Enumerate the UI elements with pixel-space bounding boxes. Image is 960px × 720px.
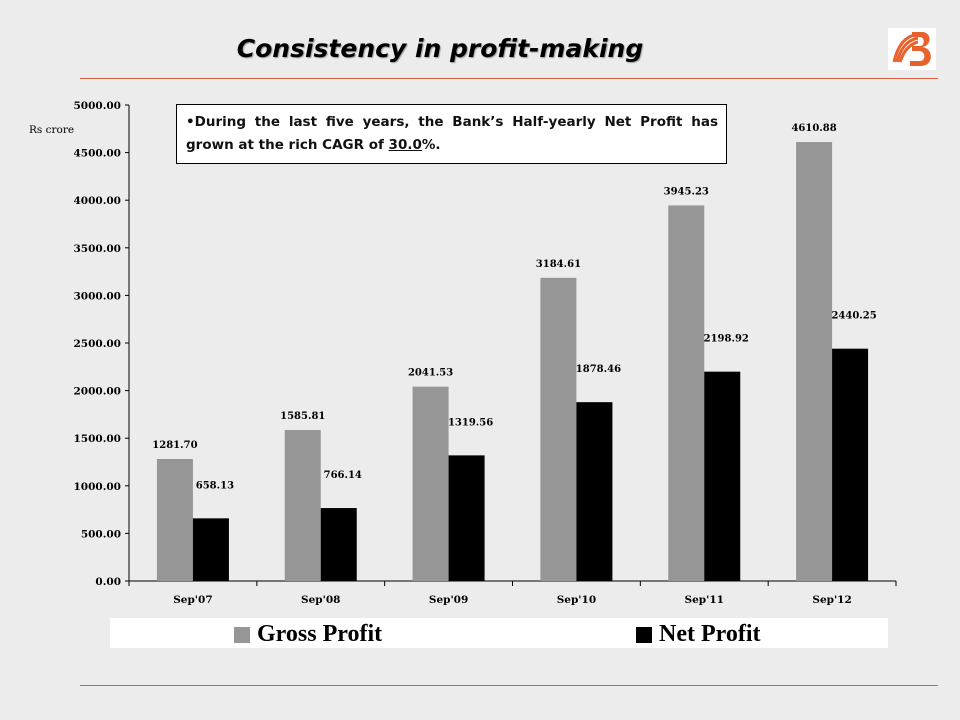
legend-label-gross-profit: Gross Profit xyxy=(257,621,383,647)
y-axis-label: Rs crore xyxy=(29,124,74,136)
callout-text: During the last five years, the Bank’s H… xyxy=(186,114,718,153)
data-labels: 1281.70 1585.81 2041.53 3184.61 3945.23 4610.… xyxy=(152,123,876,491)
x-tick-label: Sep'09 xyxy=(429,594,468,606)
data-label-net-profit: 2198.92 xyxy=(704,334,749,345)
legend-item-net-profit: Net Profit xyxy=(636,621,761,648)
bar-net-profit xyxy=(576,402,613,581)
legend-item-gross-profit: Gross Profit xyxy=(234,621,382,648)
legend-swatch-gross-profit xyxy=(234,626,250,643)
data-label-gross-profit: 4610.88 xyxy=(791,123,836,134)
y-tick-label: 5000.00 xyxy=(74,100,122,112)
cagr-callout: •During the last five years, the Bank’s … xyxy=(176,104,727,164)
x-tick-label: Sep'07 xyxy=(173,594,212,606)
data-label-net-profit: 1878.46 xyxy=(576,364,621,375)
y-tick-label: 3000.00 xyxy=(74,290,122,302)
bar-gross-profit xyxy=(540,277,577,581)
bar-gross-profit xyxy=(412,386,449,581)
y-tick-label: 4000.00 xyxy=(74,195,122,207)
y-axis: 0.00 500.00 1000.00 1500.00 2000.00 2500.00 30… xyxy=(74,100,130,588)
callout-text-end: %. xyxy=(421,137,441,153)
x-tick-label: Sep'11 xyxy=(685,594,724,606)
bar-gross-profit xyxy=(156,458,193,581)
bar-gross-profit xyxy=(284,430,321,581)
data-label-gross-profit: 3945.23 xyxy=(664,186,709,197)
chart-legend: Gross Profit Net Profit xyxy=(110,618,888,648)
bank-logo-icon xyxy=(888,28,936,70)
header-divider xyxy=(80,78,938,79)
bars xyxy=(156,142,869,581)
bar-gross-profit xyxy=(796,142,833,581)
y-tick-label: 2000.00 xyxy=(74,386,122,398)
data-label-net-profit: 2440.25 xyxy=(831,311,876,322)
data-label-net-profit: 1319.56 xyxy=(448,417,493,428)
page-title: Consistency in profit-making xyxy=(236,34,644,63)
y-tick-label: 500.00 xyxy=(81,528,121,540)
data-label-gross-profit: 3184.61 xyxy=(536,259,581,270)
data-label-gross-profit: 1281.70 xyxy=(152,440,197,451)
bar-gross-profit xyxy=(668,205,705,581)
y-tick-label: 1500.00 xyxy=(74,433,122,445)
x-tick-label: Sep'08 xyxy=(301,594,340,606)
legend-label-net-profit: Net Profit xyxy=(659,621,761,647)
bar-net-profit xyxy=(320,508,357,581)
y-tick-label: 3500.00 xyxy=(74,243,122,255)
y-tick-label: 1000.00 xyxy=(74,481,122,493)
cagr-value: 30.0 xyxy=(388,137,422,153)
bar-net-profit xyxy=(704,371,741,581)
y-tick-label: 0.00 xyxy=(95,576,121,588)
y-tick-label: 2500.00 xyxy=(74,338,122,350)
footer-divider xyxy=(80,685,938,686)
data-label-net-profit: 658.13 xyxy=(196,480,234,491)
data-label-net-profit: 766.14 xyxy=(324,470,362,481)
data-label-gross-profit: 2041.53 xyxy=(408,368,453,379)
y-tick-label: 4500.00 xyxy=(74,148,122,160)
data-label-gross-profit: 1585.81 xyxy=(280,411,325,422)
legend-swatch-net-profit xyxy=(636,626,652,643)
callout-bullet: • xyxy=(186,114,195,130)
bar-net-profit xyxy=(832,348,869,581)
bar-net-profit xyxy=(448,455,485,581)
x-axis: Sep'07 Sep'08 Sep'09 Sep'10 Sep'11 Sep'12 xyxy=(128,580,897,606)
x-tick-label: Sep'10 xyxy=(557,594,596,606)
bar-net-profit xyxy=(192,518,229,581)
x-tick-label: Sep'12 xyxy=(812,594,851,606)
